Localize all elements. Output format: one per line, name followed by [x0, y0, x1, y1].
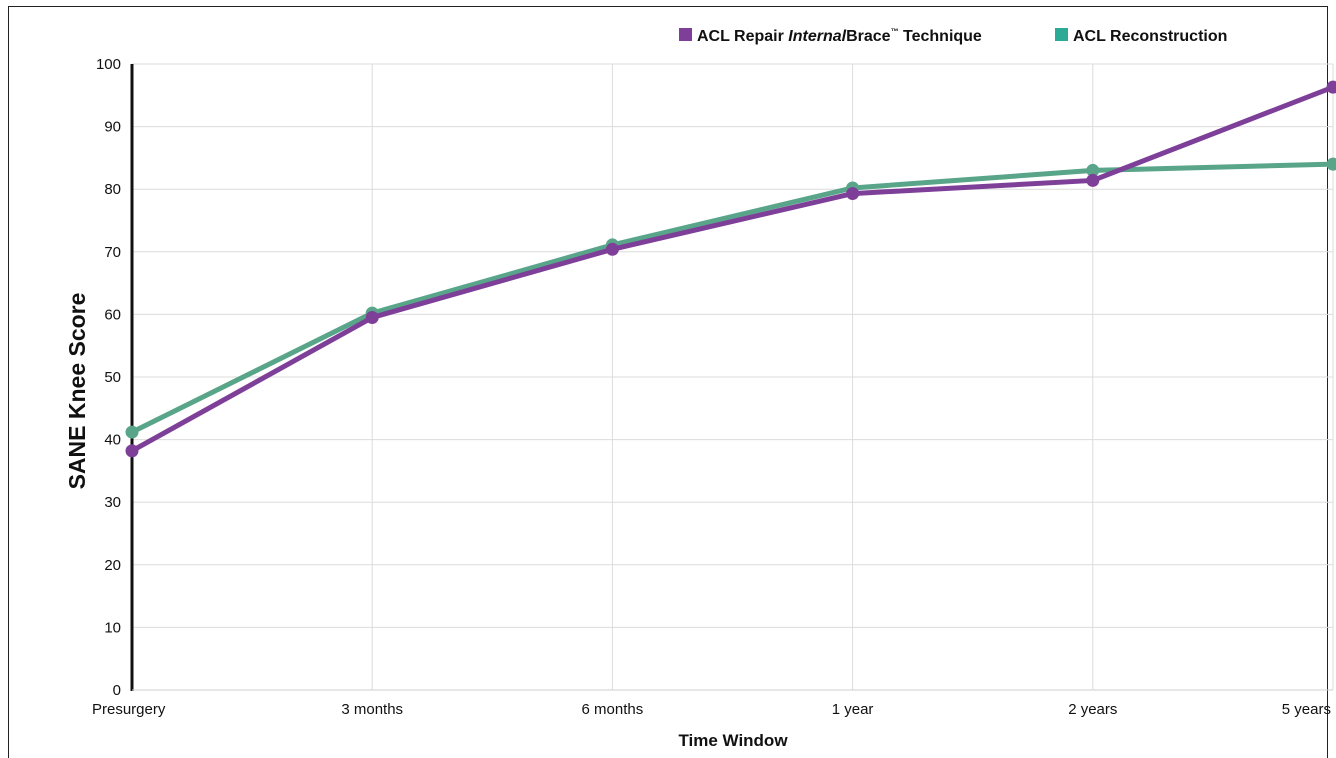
y-tick-label-50: 50: [104, 369, 121, 386]
y-tick-label-20: 20: [104, 557, 121, 574]
y-tick-label-10: 10: [104, 619, 121, 636]
x-tick-label-2: 6 months: [582, 701, 644, 718]
axes: 0 10 20 30 40 50 60 70 80 90 100 Presurgery 3 months…: [92, 56, 1333, 718]
data-point-s1-5: [1326, 157, 1336, 171]
x-tick-label-1: 3 months: [341, 701, 403, 718]
y-axis-title: SANE Knee Score: [64, 293, 90, 490]
legend-swatch-acl-repair: [679, 28, 692, 41]
x-tick-label-0: Presurgery: [92, 701, 166, 718]
y-tick-label-90: 90: [104, 119, 121, 136]
legend-label-acl-repair: ACL Repair InternalBrace™ Technique: [697, 27, 982, 45]
data-point-s0-1: [365, 311, 379, 325]
y-tick-label-100: 100: [96, 56, 121, 73]
series-line-1: [129, 161, 1336, 435]
x-tick-label-5: 5 years: [1282, 701, 1331, 718]
legend-item-acl-repair: ACL Repair InternalBrace™ Technique: [679, 27, 982, 45]
y-tick-label-80: 80: [104, 181, 121, 198]
y-tick-label-40: 40: [104, 432, 121, 449]
data-point-s0-0: [125, 444, 139, 458]
x-axis-title: Time Window: [678, 731, 788, 750]
data-point-s0-3: [846, 187, 860, 201]
y-tick-label-70: 70: [104, 244, 121, 261]
y-tick-label-60: 60: [104, 306, 121, 323]
legend-swatch-acl-reconstruction: [1055, 28, 1068, 41]
series-line-0: [129, 84, 1336, 454]
gridlines: [132, 63, 1334, 690]
data-point-s0-2: [605, 242, 619, 256]
data-point-s0-5: [1326, 80, 1336, 94]
x-tick-label-4: 2 years: [1068, 701, 1117, 718]
data-point-s1-4: [1086, 163, 1100, 177]
y-tick-label-30: 30: [104, 494, 121, 511]
data-point-s0-4: [1086, 173, 1100, 187]
series-lines: [125, 80, 1336, 458]
legend-item-acl-reconstruction: ACL Reconstruction: [1055, 28, 1227, 45]
legend-label-acl-reconstruction: ACL Reconstruction: [1073, 28, 1227, 45]
legend: ACL Repair InternalBrace™ Technique ACL …: [679, 27, 1227, 45]
y-tick-label-0: 0: [113, 682, 121, 699]
x-tick-label-3: 1 year: [832, 701, 874, 718]
chart-frame: [8, 6, 1328, 758]
data-point-s1-0: [125, 425, 139, 439]
